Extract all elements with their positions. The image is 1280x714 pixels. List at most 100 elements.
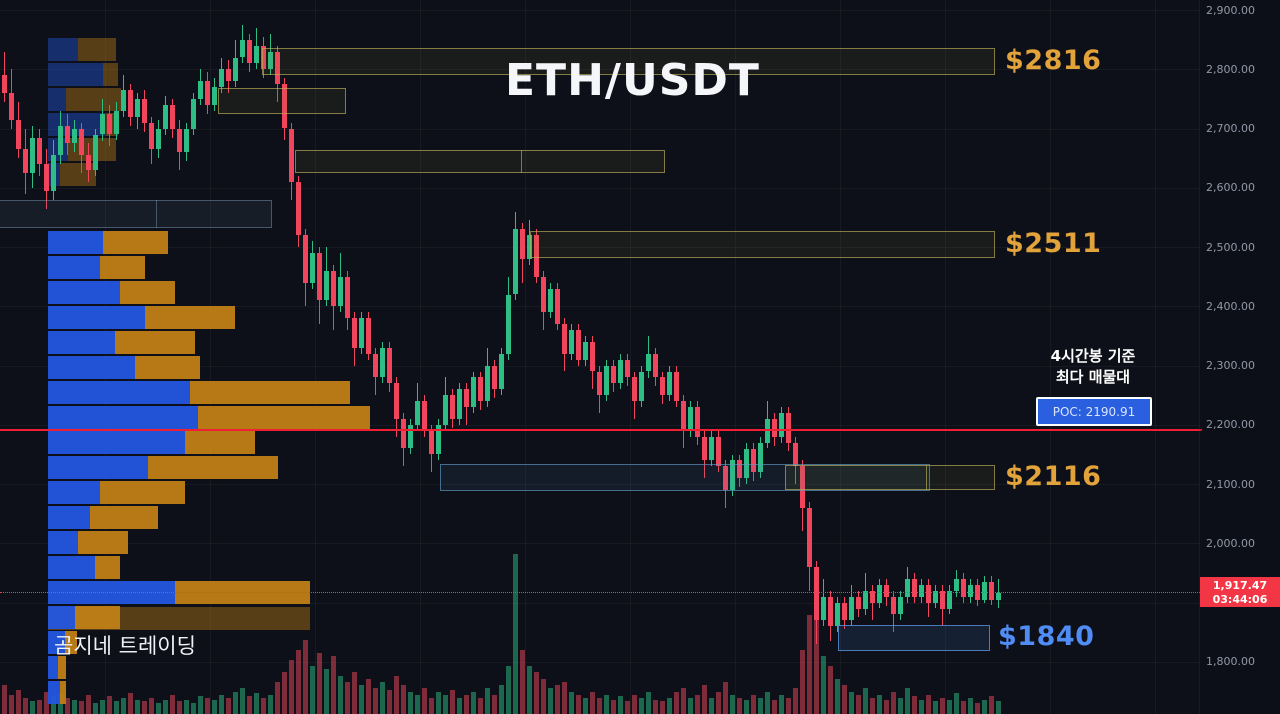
grid-vline <box>1155 0 1156 714</box>
zone-price-label: $2816 <box>1005 44 1102 76</box>
candle-body <box>380 347 385 378</box>
candle-body <box>233 57 238 82</box>
candle-body <box>9 93 14 120</box>
volume-bar <box>996 701 1001 714</box>
volume-profile-sell-bar <box>75 606 120 629</box>
volume-profile-sell-bar <box>90 506 158 529</box>
volume-bar <box>345 682 350 714</box>
candle-body <box>373 353 378 378</box>
volume-bar <box>149 698 154 714</box>
volume-bar <box>744 699 749 714</box>
candle-body <box>149 122 154 150</box>
candle-body <box>205 81 210 105</box>
grid-vline <box>420 0 421 714</box>
volume-profile-buy-bar <box>48 88 66 111</box>
axis-price-label: 2,200.00 <box>1206 418 1255 432</box>
candle-body <box>919 584 924 597</box>
volume-bar <box>359 685 364 714</box>
candle-body <box>891 596 896 615</box>
candle-body <box>261 45 266 70</box>
candle-body <box>254 45 259 64</box>
candle-body <box>933 590 938 603</box>
volume-profile-buy-bar <box>48 531 78 554</box>
candle-body <box>898 596 903 615</box>
volume-bar <box>506 666 511 714</box>
grid-vline <box>630 0 631 714</box>
volume-bar <box>793 688 798 714</box>
volume-bar <box>72 699 77 714</box>
candle-body <box>583 341 588 360</box>
candle-body <box>744 448 749 479</box>
volume-bar <box>394 675 399 714</box>
candle-body <box>394 383 399 419</box>
volume-bar <box>562 682 567 714</box>
candle-body <box>695 407 700 437</box>
candle-body <box>618 359 623 384</box>
volume-bar <box>716 691 721 714</box>
axis-price-label: 2,600.00 <box>1206 181 1255 195</box>
volume-bar <box>408 691 413 714</box>
volume-bar <box>765 691 770 714</box>
volume-bar <box>968 698 973 714</box>
volume-bar <box>520 650 525 714</box>
volume-bar <box>590 691 595 714</box>
grid-hline <box>0 602 1200 604</box>
volume-bar <box>891 691 896 714</box>
candle-body <box>198 81 203 99</box>
volume-bar <box>912 696 917 714</box>
volume-bar <box>310 666 315 714</box>
axis-price-label: 2,700.00 <box>1206 122 1255 136</box>
candle-body <box>212 87 217 105</box>
volume-bar <box>681 688 686 714</box>
volume-bar <box>814 602 819 714</box>
grid-hline <box>0 247 1200 249</box>
candle-body <box>870 590 875 603</box>
volume-profile-buy-bar <box>48 231 103 254</box>
grid-vline <box>945 0 946 714</box>
volume-bar <box>289 659 294 714</box>
volume-bar <box>163 699 168 714</box>
candle-body <box>884 584 889 597</box>
volume-profile-buy-bar <box>48 406 198 429</box>
candle-body <box>464 389 469 408</box>
candle-body <box>555 288 560 325</box>
volume-bar <box>975 702 980 714</box>
candle-body <box>674 371 679 402</box>
volume-bar <box>436 691 441 714</box>
candle-body <box>569 330 574 354</box>
candle-body <box>989 581 994 600</box>
price-axis[interactable]: 1,917.47 03:44:06 2,900.00 2,800.00 2,700.… <box>1199 0 1280 714</box>
volume-profile-buy-bar <box>48 281 120 304</box>
candle-body <box>576 330 581 360</box>
candle-body <box>828 596 833 627</box>
candle-body <box>821 596 826 621</box>
candle-body <box>387 347 392 384</box>
candle-body <box>240 39 245 58</box>
candle-body <box>121 90 126 111</box>
volume-bar <box>142 701 147 714</box>
volume-profile-buy-bar <box>48 556 95 579</box>
candle-body <box>436 424 441 455</box>
candle-body <box>135 99 140 117</box>
candle-body <box>877 584 882 603</box>
volume-bar <box>625 701 630 714</box>
candle-body <box>863 590 868 609</box>
candle-body <box>758 442 763 473</box>
volume-bar <box>478 698 483 714</box>
volume-profile-buy-bar <box>48 481 100 504</box>
candle-body <box>401 418 406 449</box>
candle-body <box>296 181 301 236</box>
volume-profile-buy-bar <box>48 456 148 479</box>
candle-body <box>282 84 287 129</box>
volume-profile-sell-bar <box>66 88 121 111</box>
candle-body <box>177 128 182 153</box>
volume-bar <box>870 698 875 714</box>
axis-price-label: 2,400.00 <box>1206 299 1255 313</box>
volume-bar <box>219 694 224 714</box>
candle-body <box>716 436 721 467</box>
volume-bar <box>44 691 49 714</box>
candle-body <box>324 270 329 301</box>
candle-body <box>478 377 483 402</box>
